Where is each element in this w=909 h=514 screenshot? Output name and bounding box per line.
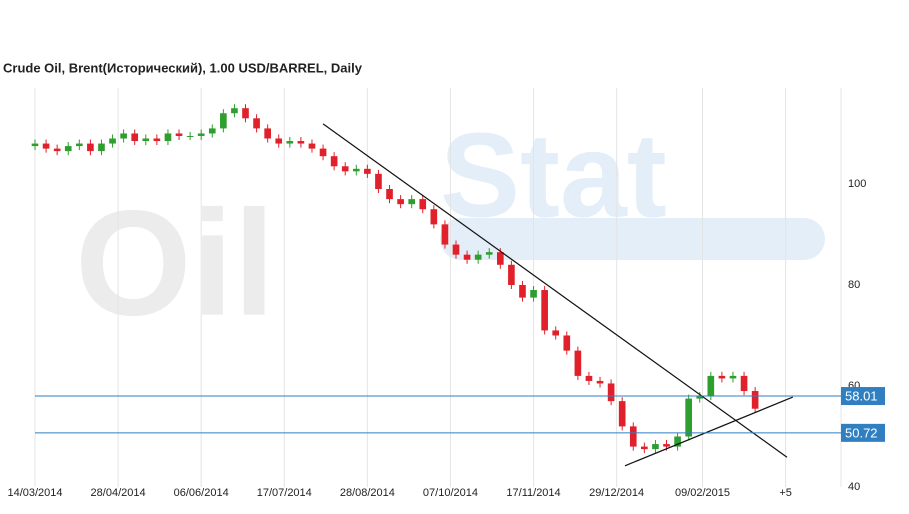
candle-body [430, 209, 438, 225]
candle-body [175, 133, 183, 136]
candle-body [585, 375, 593, 381]
candle-body [463, 254, 471, 260]
candle-body [286, 141, 294, 144]
candle-body [618, 401, 626, 427]
candle-body [42, 143, 50, 149]
candle-body [452, 244, 460, 255]
candle-body [98, 143, 105, 152]
candle-body [197, 133, 205, 136]
x-tick-label: 28/04/2014 [91, 487, 146, 499]
candle-body [308, 143, 316, 149]
candle-body [496, 252, 504, 265]
candle-body [607, 383, 615, 402]
candle-body [596, 380, 604, 384]
candle-body [751, 391, 759, 409]
candle-body [164, 133, 172, 142]
candle-body [297, 141, 305, 144]
candle-body [707, 375, 715, 397]
level-label: 50.72 [845, 425, 878, 440]
candle-body [264, 128, 271, 139]
x-tick-label: 14/03/2014 [7, 487, 62, 499]
x-tick-label: 28/08/2014 [340, 487, 395, 499]
watermark: Oil [75, 179, 275, 347]
candle-body [153, 138, 161, 142]
candle-body [397, 199, 404, 205]
candle-body [485, 252, 493, 255]
candle-body [674, 436, 681, 447]
candle-body [375, 173, 382, 190]
candle-body [330, 156, 338, 167]
candle-body [441, 224, 449, 245]
candle-body [109, 138, 116, 144]
candle-body [641, 446, 648, 450]
trendline [322, 123, 788, 458]
candle-body [541, 290, 548, 331]
y-tick-label: 80 [848, 279, 860, 291]
x-tick-label: 07/10/2014 [423, 487, 478, 499]
candle-body [186, 135, 194, 137]
candle-body [408, 199, 416, 205]
candle-body [352, 168, 360, 172]
x-tick-label: 17/11/2014 [506, 487, 560, 499]
candle-body [663, 444, 670, 447]
candle-body [319, 148, 327, 157]
candle-body [629, 426, 637, 447]
candle-body [53, 148, 61, 152]
trendline [624, 396, 794, 467]
chart-title: Crude Oil, Brent(Исторический), 1.00 USD… [3, 60, 363, 75]
candle-body [220, 113, 227, 129]
candle-body [519, 284, 526, 298]
candle-body [231, 108, 238, 114]
y-tick-label: 40 [848, 481, 860, 493]
candle-body [208, 128, 216, 134]
candle-body [142, 138, 150, 142]
candle-body [474, 254, 482, 260]
x-tick-label: +5 [779, 487, 792, 499]
candle-body [652, 444, 659, 450]
candle-body [364, 168, 371, 174]
candle-body [386, 189, 393, 200]
level-label: 58.01 [845, 388, 878, 403]
candle-body [131, 133, 139, 142]
candle-body [696, 396, 704, 399]
level-label-box [841, 423, 885, 442]
level-label-box [841, 387, 885, 406]
candle-body [31, 143, 39, 147]
candle-body [419, 199, 427, 210]
candle-body [75, 143, 83, 147]
candle-body [718, 375, 726, 379]
candle-body [685, 398, 692, 437]
candle-body [64, 146, 72, 152]
candle-body [740, 375, 748, 392]
candle-body [253, 118, 260, 129]
candle-body [508, 264, 515, 285]
candle-body [87, 143, 94, 152]
candle-body [552, 330, 560, 336]
x-tick-label: 29/12/2014 [589, 487, 644, 499]
candle-body [341, 166, 349, 172]
x-tick-label: 09/02/2015 [675, 487, 730, 499]
y-tick-label: 100 [848, 178, 866, 190]
candle-body [275, 138, 283, 144]
candle-body [563, 335, 571, 351]
x-tick-label: 06/06/2014 [174, 487, 229, 499]
candle-body [729, 375, 737, 379]
watermark-bar [440, 218, 825, 260]
candle-body [574, 350, 582, 376]
candle-body [120, 133, 127, 139]
candle-body [530, 290, 537, 298]
x-tick-label: 17/07/2014 [257, 487, 312, 499]
candle-body [242, 108, 249, 119]
